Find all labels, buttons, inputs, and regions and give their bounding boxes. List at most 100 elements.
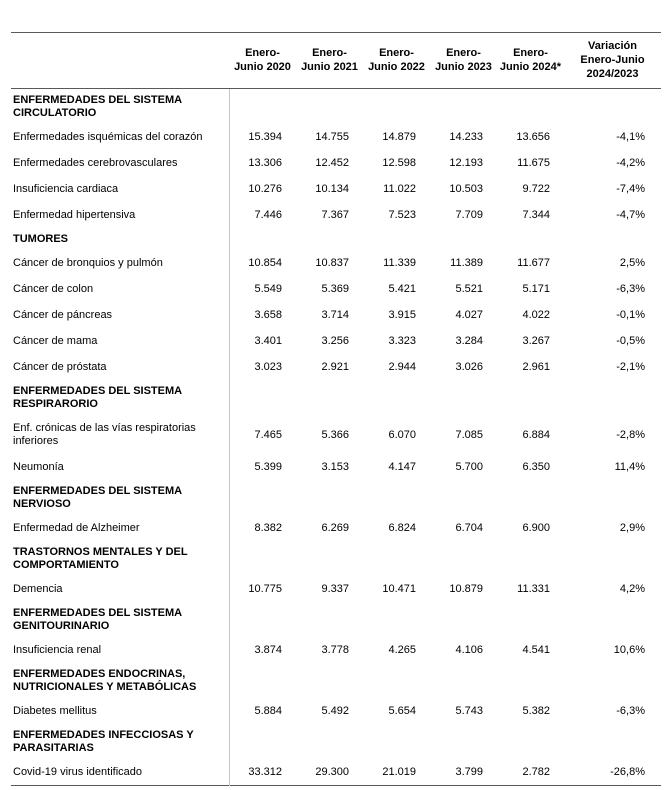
header-row: Enero- Junio 2020 Enero- Junio 2021 Enero- Ju… [11,32,661,89]
period-value: 5.521 [455,283,483,295]
period-value: 7.446 [254,209,282,221]
period-value [363,602,430,637]
variation-value [564,663,661,698]
period-value: 2.944 [388,361,416,373]
period-value [229,724,296,759]
period-value: 3.401 [254,335,282,347]
period-value: 11.339 [383,257,416,269]
period-value: 14.879 [382,131,416,143]
row-label: Enfermedad hipertensiva [11,202,230,228]
causes-of-death-table: Enero- Junio 2020 Enero- Junio 2021 Enero- Ju… [11,32,661,786]
period-value [363,228,430,250]
column-header: Enero- Junio 2022 [363,32,430,89]
table-row: Cáncer de colon 5.549 5.369 5.421 5.521 5.171… [11,276,661,302]
variation-value: -7,4% [616,183,645,195]
period-value: 12.452 [315,157,349,169]
period-value: 7.709 [455,209,483,221]
row-label: Enfermedad de Alzheimer [11,515,230,541]
section-row: TUMORES [11,228,661,250]
section-row: ENFERMEDADES DEL SISTEMA CIRCULATORIO [11,88,661,125]
row-label: Diabetes mellitus [11,698,230,724]
table-row: Enfermedad de Alzheimer 8.382 6.269 6.824 6.… [11,515,661,541]
row-label: Enfermedades isquémicas del corazón [11,124,230,150]
period-value: 7.465 [254,428,282,441]
period-value: 3.658 [254,309,282,321]
period-value: 10.503 [449,183,483,195]
period-value: 5.369 [321,283,349,295]
period-value [497,602,564,637]
period-value: 4.022 [522,309,550,321]
period-value: 4.147 [388,461,416,473]
period-value [497,724,564,759]
period-value: 6.884 [522,428,550,441]
variation-value: -0,5% [616,335,645,347]
variation-value [564,541,661,576]
period-value: 13.656 [516,131,550,143]
variation-value [564,380,661,415]
period-value [497,89,564,125]
row-label: Cáncer de mama [11,328,230,354]
period-value: 10.134 [315,183,349,195]
section-header: TRASTORNOS MENTALES Y DEL COMPORTAMIENTO [11,541,230,576]
period-value [497,541,564,576]
period-value [296,480,363,515]
table-row: Insuficiencia renal 3.874 3.778 4.265 4.106 4… [11,637,661,663]
section-header: ENFERMEDADES DEL SISTEMA GENITOURINARIO [11,602,230,637]
variation-value: 2,5% [619,257,645,269]
variation-value: 10,6% [613,644,645,656]
period-value: 10.471 [382,583,416,595]
variation-value: -2,8% [616,428,645,441]
period-value: 6.350 [522,461,550,473]
period-value [430,89,497,125]
period-value [430,480,497,515]
period-value: 11.022 [383,183,416,195]
period-value: 5.171 [522,283,550,295]
period-value: 3.778 [321,644,349,656]
table-row: Diabetes mellitus 5.884 5.492 5.654 5.743 5.3… [11,698,661,724]
section-header: ENFERMEDADES ENDOCRINAS, NUTRICIONALES Y… [11,663,230,698]
period-value [430,724,497,759]
section-row: ENFERMEDADES INFECCIOSAS Y PARASITARIAS [11,724,661,759]
period-value: 7.085 [455,428,483,441]
period-value: 13.306 [248,157,282,169]
period-value [229,541,296,576]
period-value [363,89,430,125]
period-value: 7.344 [522,209,550,221]
period-value: 6.824 [388,522,416,534]
section-header: ENFERMEDADES DEL SISTEMA RESPIRARORIO [11,380,230,415]
period-value [430,602,497,637]
period-value: 3.799 [455,766,483,778]
period-value [296,724,363,759]
variation-value: -6,3% [616,705,645,717]
variation-value: -4,1% [616,131,645,143]
table-row: Enfermedades cerebrovasculares 13.306 12.4… [11,150,661,176]
period-value: 3.256 [321,335,349,347]
period-value: 11.677 [517,257,550,269]
period-value: 7.367 [321,209,349,221]
period-value: 3.026 [455,361,483,373]
variation-value: -2,1% [616,361,645,373]
row-label: Cáncer de bronquios y pulmón [11,250,230,276]
period-value [229,228,296,250]
section-header: ENFERMEDADES DEL SISTEMA CIRCULATORIO [11,88,230,124]
period-value [430,663,497,698]
table-row: Cáncer de mama 3.401 3.256 3.323 3.284 3.267 -… [11,328,661,354]
period-value [229,663,296,698]
period-value [229,89,296,125]
section-row: ENFERMEDADES DEL SISTEMA GENITOURINARIO [11,602,661,637]
period-value: 5.399 [254,461,282,473]
period-value: 4.106 [455,644,483,656]
period-value: 9.722 [522,183,550,195]
period-value: 3.714 [321,309,349,321]
table-row: Insuficiencia cardiaca 10.276 10.134 11.022… [11,176,661,202]
period-value [363,663,430,698]
period-value [497,380,564,415]
period-value: 5.884 [254,705,282,717]
period-value [296,380,363,415]
period-value: 7.523 [388,209,416,221]
period-value: 11.389 [450,257,483,269]
corner-cell [11,32,229,89]
row-label: Insuficiencia cardiaca [11,176,230,202]
period-value: 4.027 [455,309,483,321]
row-label: Demencia [11,576,230,602]
